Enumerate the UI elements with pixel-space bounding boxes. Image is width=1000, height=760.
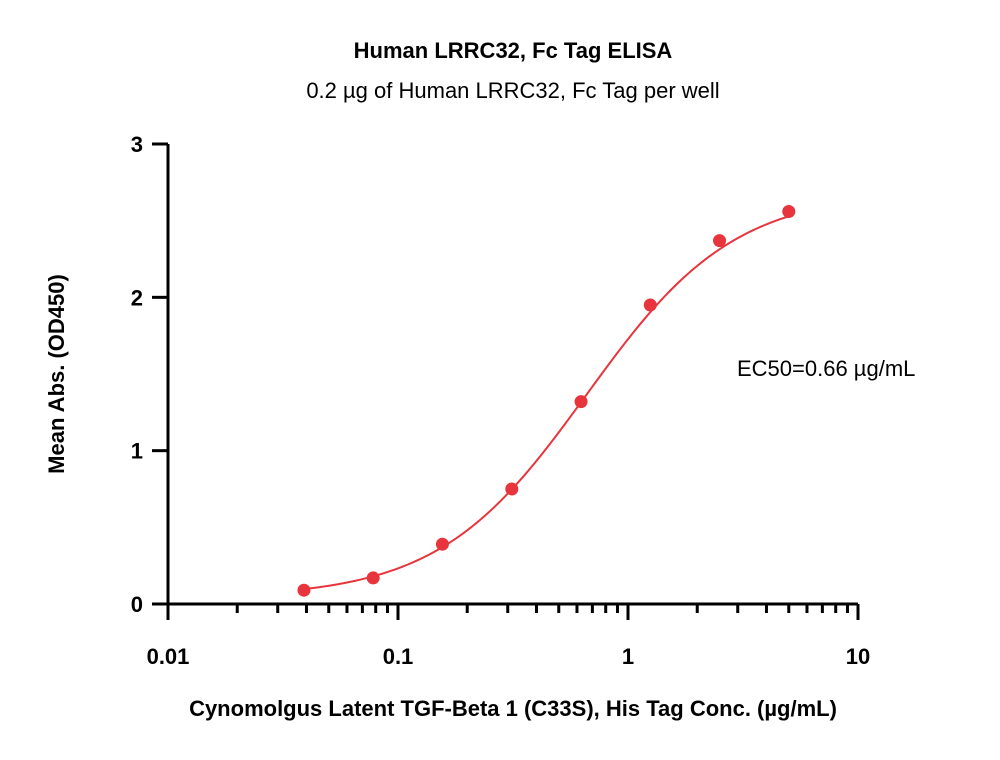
axes xyxy=(166,144,858,606)
data-points-layer xyxy=(297,204,796,597)
data-point xyxy=(782,204,796,218)
fit-curve-layer xyxy=(303,215,790,591)
data-point xyxy=(713,234,727,248)
fit-curve-line xyxy=(303,215,790,591)
data-point xyxy=(643,298,657,312)
data-point xyxy=(574,395,588,409)
chart-subtitle: 0.2 µg of Human LRRC32, Fc Tag per well xyxy=(306,78,719,103)
data-point xyxy=(366,571,380,585)
ticks: 0.01 0.1 1 10 0 1 2 3 xyxy=(131,132,870,669)
y-tick-label: 0 xyxy=(131,592,143,617)
y-tick-label: 3 xyxy=(131,132,143,157)
data-point xyxy=(505,482,519,496)
x-axis-label: Cynomolgus Latent TGF-Beta 1 (C33S), His… xyxy=(189,696,837,721)
y-tick-label: 1 xyxy=(131,439,143,464)
data-point xyxy=(435,537,449,551)
chart-title: Human LRRC32, Fc Tag ELISA xyxy=(354,38,673,63)
x-tick-label: 0.01 xyxy=(147,644,190,669)
x-tick-label: 1 xyxy=(622,644,634,669)
y-axis-label: Mean Abs. (OD450) xyxy=(44,274,69,474)
y-tick-label: 2 xyxy=(131,285,143,310)
data-point xyxy=(297,583,311,597)
ec50-annotation: EC50=0.66 µg/mL xyxy=(737,356,915,381)
x-tick-label: 10 xyxy=(846,644,870,669)
x-tick-label: 0.1 xyxy=(383,644,414,669)
